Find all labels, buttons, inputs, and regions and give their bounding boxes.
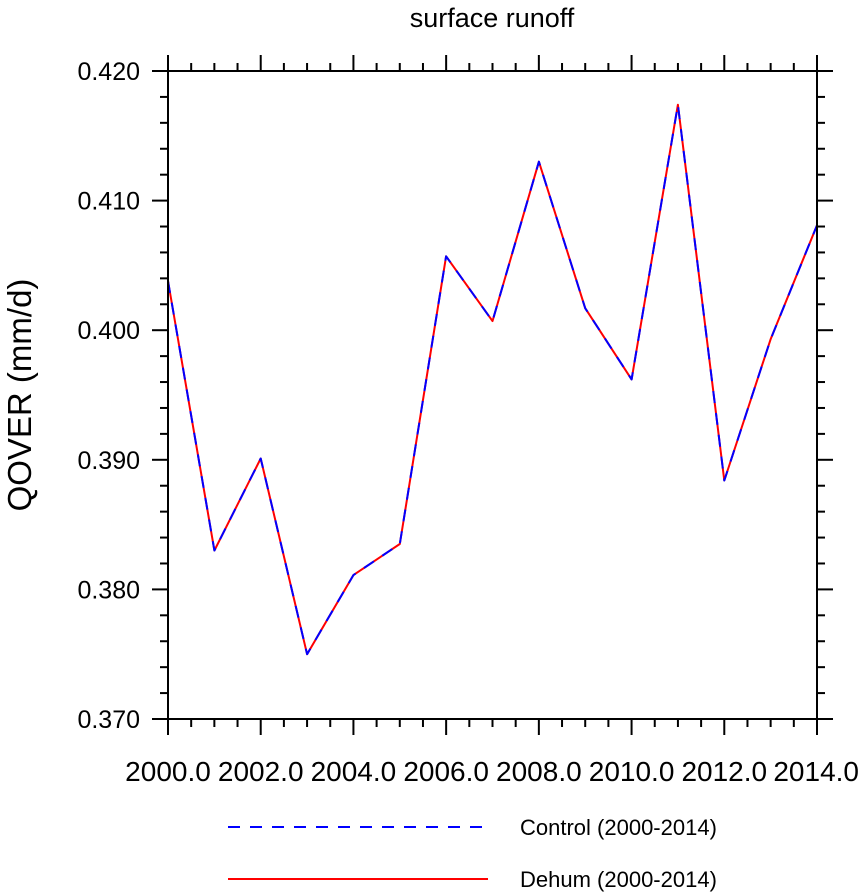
series-line: [167, 103, 818, 656]
y-tick-label: 0.400: [77, 317, 140, 345]
series-line: [167, 103, 818, 656]
y-tick-label: 0.370: [77, 706, 140, 734]
x-tick-label: 2004.0: [311, 756, 397, 787]
x-tick-label: 2002.0: [218, 756, 304, 787]
y-tick-label: 0.420: [77, 58, 140, 86]
x-tick-label: 2006.0: [403, 756, 489, 787]
chart-title: surface runoff: [410, 3, 575, 33]
y-tick-label: 0.410: [77, 188, 140, 216]
x-tick-label: 2000.0: [125, 756, 211, 787]
x-tick-label: 2010.0: [589, 756, 675, 787]
y-axis-label: QOVER (mm/d): [1, 279, 38, 512]
x-tick-label: 2008.0: [496, 756, 582, 787]
legend: Control (2000-2014) Dehum (2000-2014): [228, 815, 717, 892]
series-lines: [167, 103, 818, 656]
x-axis-ticks: 2000.0 2002.0 2004.0 2006.0 2008.0 2010.0 2012…: [125, 55, 859, 787]
legend-label: Control (2000-2014): [520, 815, 717, 840]
plot-frame: [167, 70, 818, 720]
x-tick-label: 2012.0: [681, 756, 767, 787]
x-tick-label: 2014.0: [773, 756, 859, 787]
y-tick-label: 0.380: [77, 576, 140, 604]
y-axis-ticks: 0.370 0.380 0.390 0.400 0.410 0.420: [77, 58, 833, 734]
legend-label: Dehum (2000-2014): [520, 867, 717, 892]
y-tick-label: 0.390: [77, 447, 140, 475]
